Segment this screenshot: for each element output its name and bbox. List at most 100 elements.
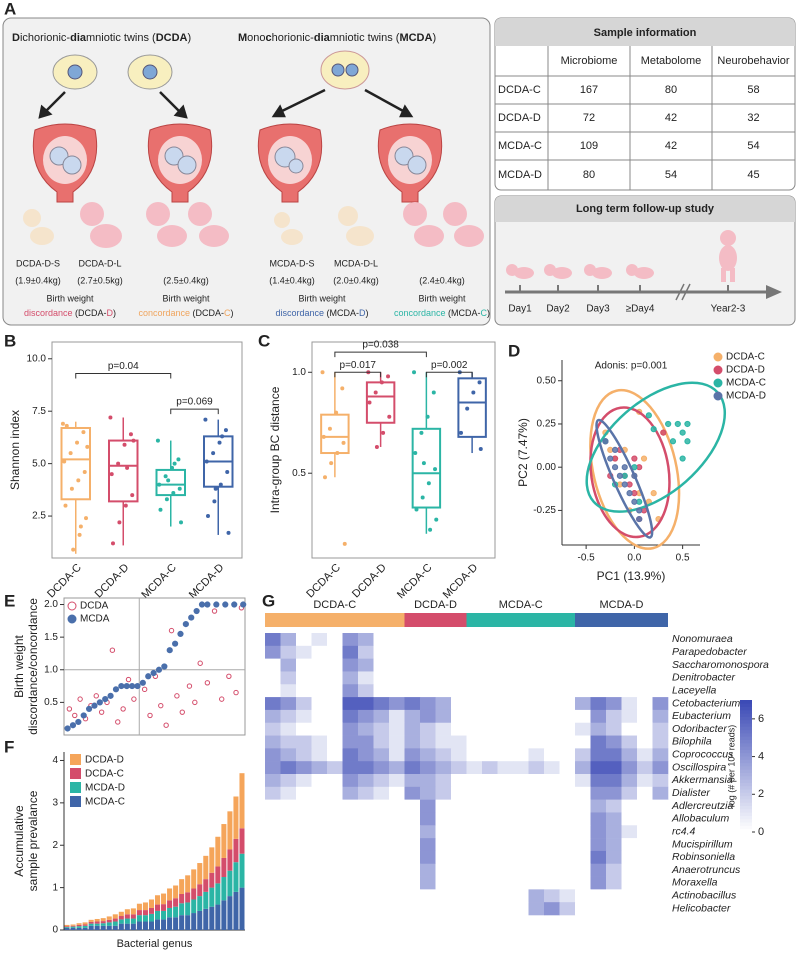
heat-cell [311,774,328,788]
heat-cell [544,850,560,865]
point [96,699,103,706]
row-label: Moraxella [672,877,718,889]
point [186,683,193,689]
heat-cell [497,825,514,839]
point [650,490,657,497]
bar-segment [76,924,82,927]
heat-cell [358,863,374,877]
heat-cell [311,645,328,659]
bar-segment [106,916,112,920]
heat-cell [637,876,653,890]
point [340,386,345,391]
point [335,451,340,456]
heat-cell [652,722,669,736]
point [161,663,168,670]
heat-cell [528,697,545,711]
table-column-header: Metabolome [641,55,702,67]
heat-cell [420,850,436,865]
heat-cell [420,838,436,852]
point [163,722,169,728]
point [621,481,628,488]
heat-cell [482,774,498,788]
heat-cell [652,735,669,749]
heat-cell [420,902,436,916]
heat-cell [466,799,483,813]
heat-cell [606,761,622,775]
title-part: DCDA [156,32,188,44]
group-bar [265,613,405,627]
heat-cell [280,645,297,659]
heat-cell [544,774,560,788]
heat-cell [637,735,653,749]
colorbar-step [740,746,752,750]
heat-cell [528,722,545,736]
heat-cell [466,684,483,698]
bar-segment [239,773,245,829]
heat-cell [544,876,560,890]
heat-cell [389,876,405,890]
point [155,438,160,443]
point [82,470,87,475]
heat-cell [435,850,452,865]
caption-part: (DCDA- [73,308,107,318]
heat-cell [280,671,297,685]
heat-cell [389,774,405,788]
point [626,490,633,497]
heat-cell [482,684,498,698]
bar-segment [161,893,167,905]
point [465,406,470,411]
heat-cell [327,645,343,659]
row-label: Bilophila [672,736,712,748]
heat-cell [311,838,328,852]
heat-cell [280,786,297,800]
x-tick-label: DCDA-C [304,562,343,601]
heat-cell [373,876,390,890]
colorbar-step [740,802,752,806]
bar-segment [82,927,88,930]
heat-cell [621,658,638,672]
point [177,630,184,637]
heat-cell [497,786,514,800]
point [107,692,114,699]
legend-label: MCDA-D [726,391,766,402]
heat-cell [606,838,622,852]
row-label: Adlercreutzia [671,800,733,812]
heat-cell [637,684,653,698]
bar-segment [155,910,161,920]
heat-cell [342,902,359,916]
heat-cell [311,684,328,698]
point [177,486,182,491]
heat-cell [606,876,622,890]
heat-cell [606,671,622,685]
heat-cell [296,863,312,877]
heat-cell [435,697,452,711]
point [122,442,127,447]
bar-segment [130,914,136,919]
heat-cell [373,774,390,788]
caption-line: Birth weight [46,293,94,303]
diagram-frame [2,17,491,326]
bracket-label: p=0.002 [431,360,468,371]
bar-segment [239,853,245,888]
colorbar-step [740,700,752,704]
heat-cell [544,722,560,736]
heat-cell [435,876,452,890]
title-part: ) [432,32,436,44]
colorbar-step [740,703,752,707]
heat-cell [404,671,421,685]
heat-cell [435,684,452,698]
heat-cell [513,697,529,711]
heat-cell [389,863,405,877]
bar-segment [136,903,142,911]
heat-cell [482,876,498,890]
y-tick-label: 1.0 [292,367,306,378]
heat-cell [342,671,359,685]
point [85,705,93,713]
colorbar-step [740,713,752,717]
table-cell: 42 [665,140,677,152]
colorbar-step [740,808,752,813]
heat-cell [451,697,467,711]
heat-cell [296,761,312,775]
heat-cell [652,761,669,775]
